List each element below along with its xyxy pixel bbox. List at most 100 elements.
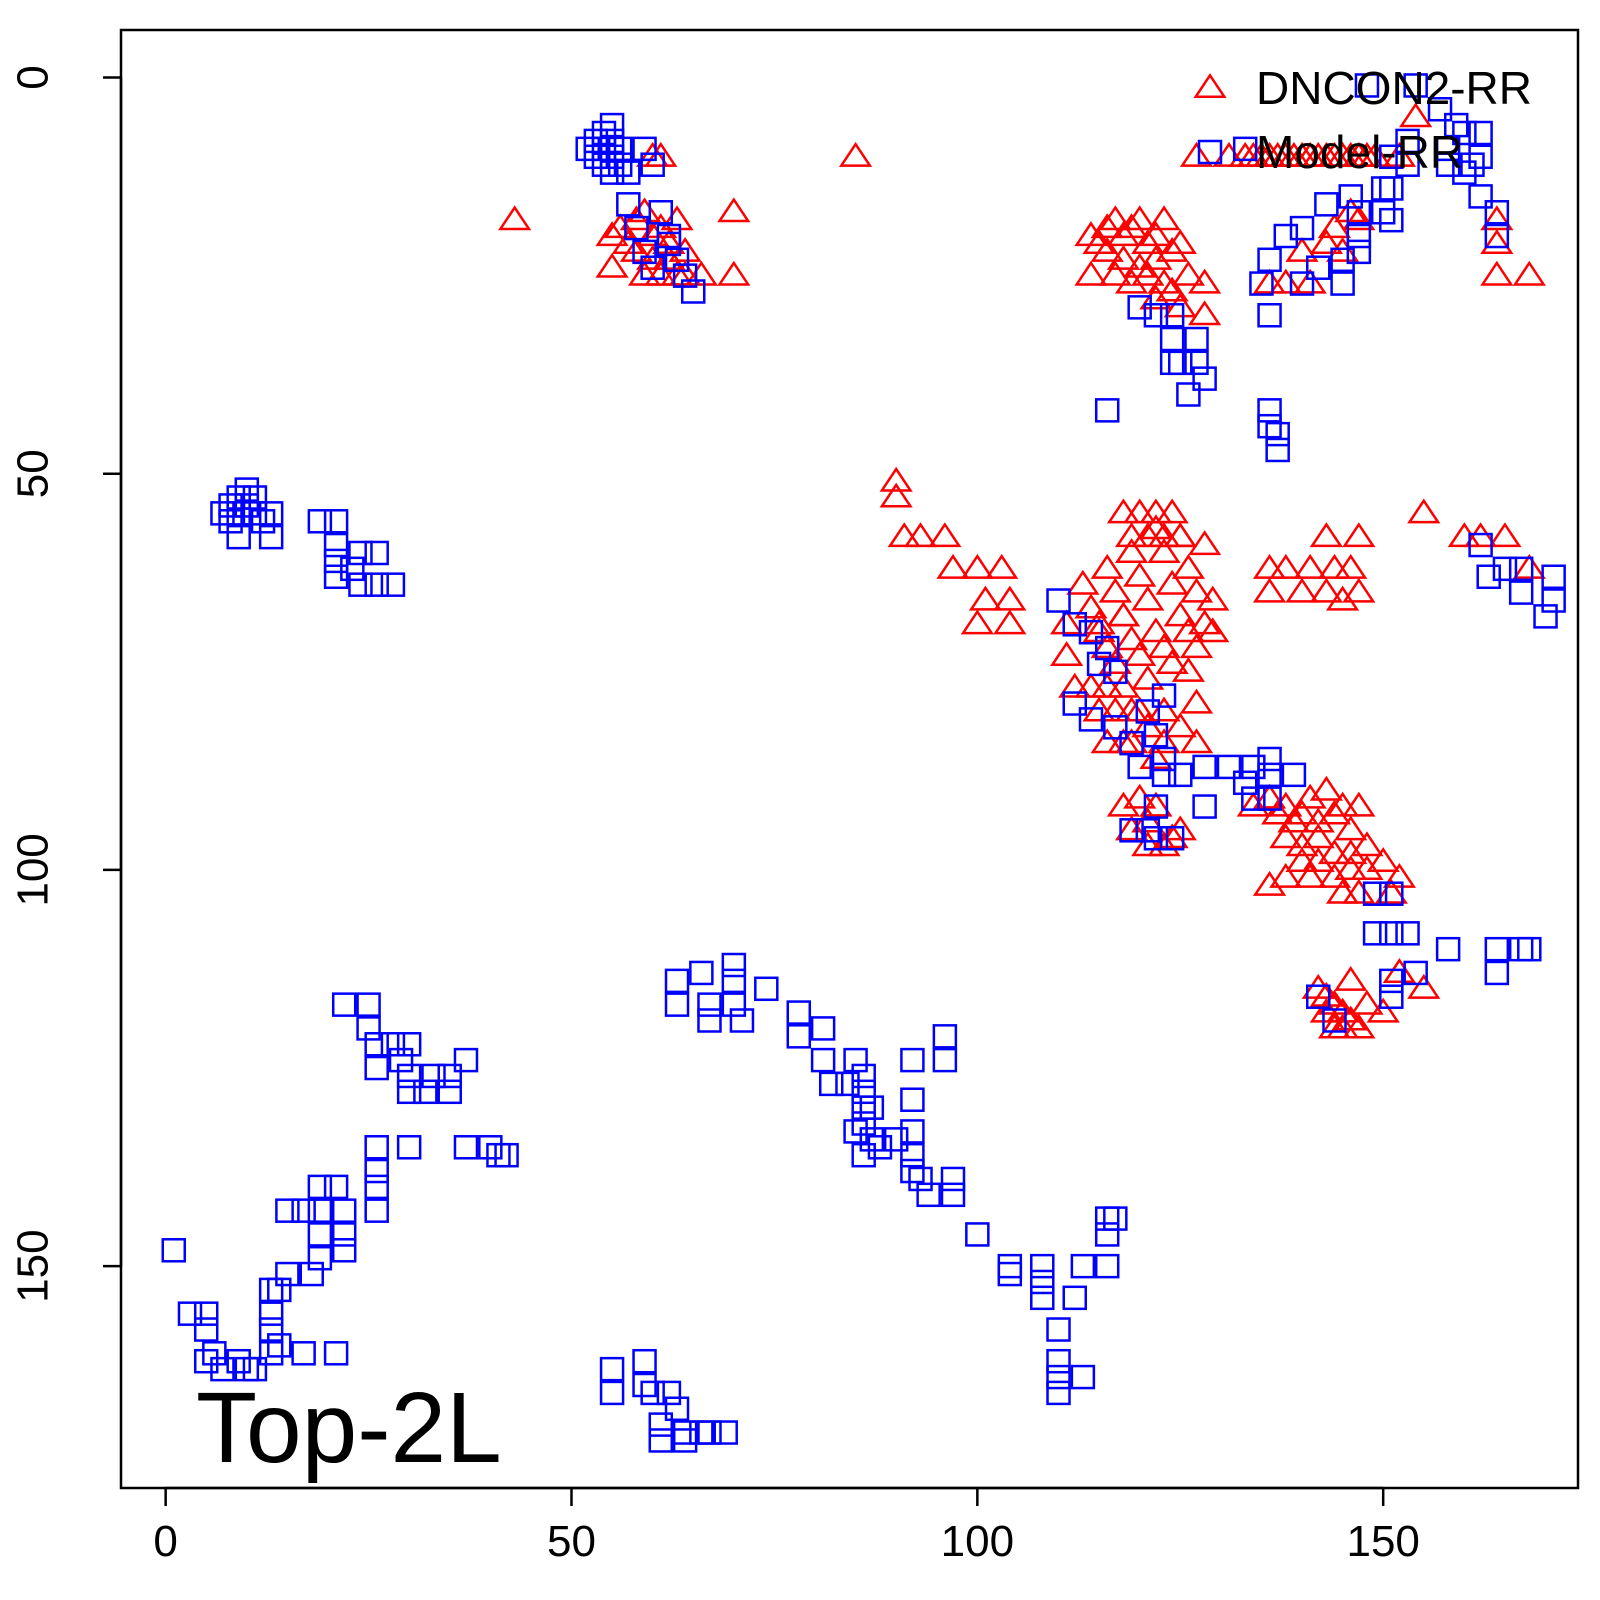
data-point-square xyxy=(413,1079,438,1105)
data-point-square xyxy=(396,1079,422,1105)
data-point-square xyxy=(1046,1364,1071,1390)
data-point-triangle xyxy=(1350,989,1384,1015)
data-point-square xyxy=(1346,223,1372,249)
data-point-triangle xyxy=(1293,268,1327,294)
data-point-triangle xyxy=(968,585,1003,611)
data-point-square xyxy=(258,1301,284,1326)
data-point-square xyxy=(900,1142,925,1168)
data-point-square xyxy=(632,239,657,265)
data-point-triangle xyxy=(1293,553,1327,579)
panel-annotation: Top-2L xyxy=(196,1372,502,1484)
data-point-square xyxy=(1306,255,1331,280)
data-point-triangle xyxy=(1342,1013,1376,1039)
data-point-square xyxy=(851,1063,876,1089)
data-point-square xyxy=(323,1341,349,1366)
data-point-triangle xyxy=(879,482,913,508)
data-point-triangle xyxy=(1123,561,1157,587)
data-point-square xyxy=(616,160,641,185)
data-point-triangle xyxy=(960,609,994,635)
data-point-square xyxy=(599,1356,625,1382)
data-point-square xyxy=(437,1063,462,1089)
data-point-triangle xyxy=(1309,577,1344,603)
data-point-triangle xyxy=(1382,862,1417,888)
data-point-triangle xyxy=(1114,815,1149,841)
data-point-square xyxy=(1273,223,1299,249)
data-point-square xyxy=(218,493,243,518)
data-point-triangle xyxy=(1171,656,1206,682)
data-point-triangle xyxy=(1309,229,1344,254)
data-point-square xyxy=(1094,1253,1120,1279)
data-point-square xyxy=(380,1032,406,1057)
data-point-square xyxy=(1379,176,1404,201)
data-point-square xyxy=(1484,960,1510,986)
x-tick-label: 0 xyxy=(153,1517,177,1566)
data-point-square xyxy=(1184,350,1209,376)
data-point-triangle xyxy=(1179,141,1214,167)
data-point-square xyxy=(275,1198,300,1223)
data-point-square xyxy=(258,524,284,550)
data-point-square xyxy=(307,1222,333,1247)
data-point-triangle xyxy=(1187,268,1222,294)
y-tick-label: 50 xyxy=(9,449,58,498)
data-point-square xyxy=(640,152,665,177)
data-point-triangle xyxy=(1106,791,1141,817)
data-point-square xyxy=(1476,564,1501,589)
data-point-triangle xyxy=(1179,688,1214,714)
data-point-square xyxy=(1379,144,1404,170)
data-point-square xyxy=(843,1047,868,1073)
data-point-triangle xyxy=(1139,617,1173,643)
data-point-triangle xyxy=(1049,641,1084,667)
data-point-square xyxy=(1508,556,1534,582)
data-point-square xyxy=(1103,715,1128,740)
data-point-triangle xyxy=(1090,213,1124,239)
data-point-square xyxy=(648,200,674,225)
data-point-square xyxy=(210,501,235,526)
data-point-square xyxy=(851,1142,876,1168)
data-point-triangle xyxy=(1114,538,1149,564)
data-point-square xyxy=(1143,722,1169,748)
data-point-triangle xyxy=(1480,229,1514,254)
data-point-square xyxy=(843,1119,868,1144)
data-point-square xyxy=(356,1016,381,1041)
data-point-triangle xyxy=(1131,260,1165,286)
data-point-triangle xyxy=(1252,870,1287,896)
data-point-square xyxy=(640,255,665,280)
data-point-triangle xyxy=(684,260,719,286)
data-point-square xyxy=(1062,691,1087,716)
data-point-square xyxy=(494,1142,519,1168)
data-point-triangle xyxy=(1407,498,1441,524)
data-point-square xyxy=(721,968,747,994)
data-point-triangle xyxy=(1325,791,1360,817)
data-point-square xyxy=(900,1158,925,1184)
legend-triangle-icon xyxy=(1193,73,1227,99)
data-point-triangle xyxy=(660,205,694,231)
data-point-triangle xyxy=(717,197,751,223)
data-point-square xyxy=(851,1111,876,1136)
data-point-triangle xyxy=(1098,577,1132,603)
data-point-square xyxy=(1379,968,1404,994)
data-point-square xyxy=(1168,762,1193,788)
data-point-square xyxy=(851,1079,876,1105)
data-point-triangle xyxy=(668,260,702,286)
data-point-square xyxy=(1265,421,1290,447)
data-point-triangle xyxy=(1187,530,1222,556)
data-point-triangle xyxy=(652,229,686,254)
data-point-triangle xyxy=(1106,244,1141,270)
data-point-square xyxy=(1094,398,1120,423)
data-point-square xyxy=(323,548,349,574)
data-point-square xyxy=(1241,754,1266,780)
data-point-square xyxy=(348,572,373,597)
data-point-square xyxy=(1094,635,1120,661)
data-point-square xyxy=(908,1166,933,1192)
data-point-square xyxy=(664,1396,690,1422)
data-point-square xyxy=(1030,1253,1055,1279)
data-point-square xyxy=(689,960,714,986)
data-point-triangle xyxy=(1334,839,1368,865)
data-point-square xyxy=(940,1166,966,1192)
data-point-triangle xyxy=(1090,553,1124,579)
data-point-triangle xyxy=(1163,229,1197,254)
data-point-square xyxy=(616,192,641,217)
data-point-triangle xyxy=(1350,831,1384,857)
data-point-square xyxy=(1086,651,1112,677)
data-point-square xyxy=(1362,881,1388,906)
